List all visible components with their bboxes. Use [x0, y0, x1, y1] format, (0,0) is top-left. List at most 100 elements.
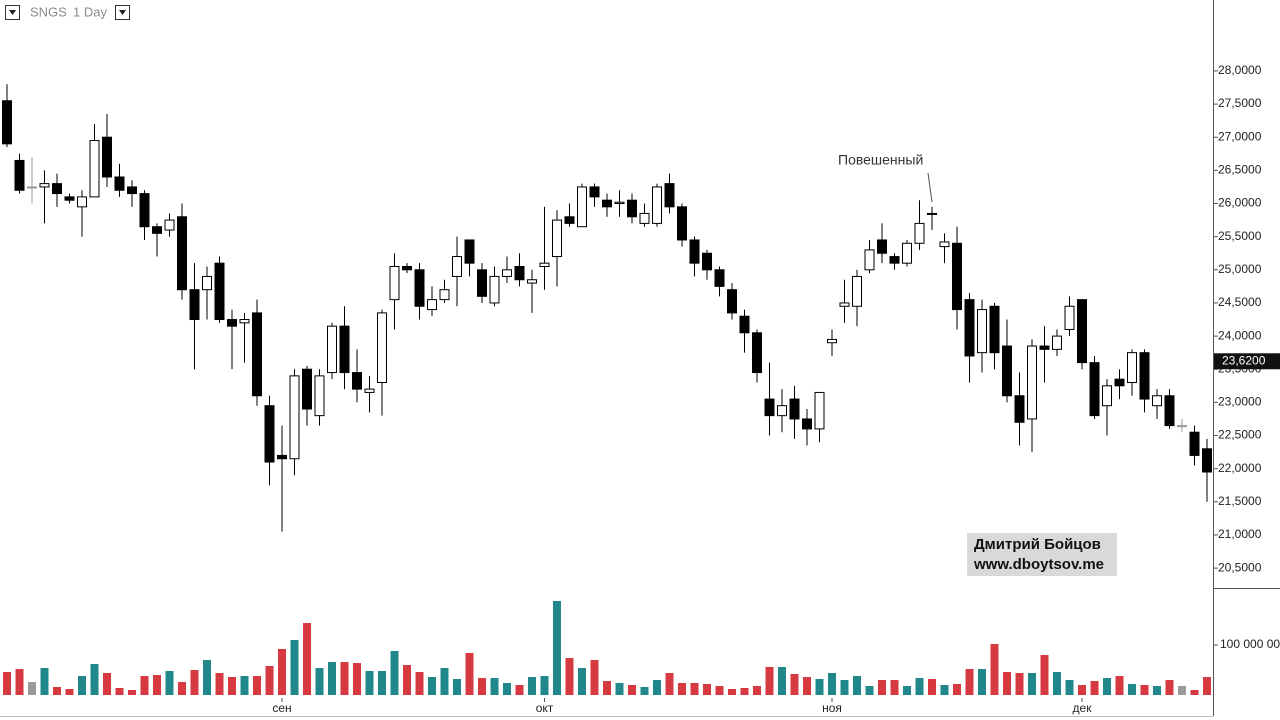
x-tick-label: дек	[1073, 701, 1093, 715]
y-tick-label: 22,5000	[1218, 428, 1262, 442]
candle-body	[1127, 352, 1137, 383]
volume-bar	[890, 680, 899, 695]
candle-body	[939, 241, 950, 248]
volume-bar	[478, 678, 486, 695]
x-tick-label: ноя	[822, 701, 842, 715]
volume-bar	[690, 683, 699, 695]
volume-bar	[840, 680, 849, 695]
volume-bar	[1203, 677, 1211, 695]
volume-bar	[65, 689, 74, 695]
candle-body	[364, 388, 375, 393]
candle-body	[914, 222, 925, 244]
annotation: Повешенный	[838, 152, 923, 168]
volume-bar	[78, 676, 86, 695]
candle-body	[27, 186, 37, 189]
candle-body	[214, 262, 225, 321]
volume-bar	[140, 676, 149, 695]
candle-body	[239, 319, 250, 324]
volume-bar	[1165, 680, 1174, 695]
candle-body	[389, 265, 400, 301]
volume-bar	[328, 662, 336, 695]
volume-bar	[353, 663, 361, 695]
candle-body	[877, 239, 887, 254]
volume-bar	[740, 688, 749, 695]
candle-body	[1114, 378, 1125, 387]
candle-body	[252, 312, 262, 397]
volume-bar	[553, 601, 561, 695]
volume-bar	[253, 676, 261, 695]
volume-bar	[378, 671, 386, 695]
last-price-box	[1214, 353, 1280, 370]
volume-bar	[165, 671, 174, 695]
volume-bar	[928, 679, 936, 695]
y-tick-label: 27,5000	[1218, 96, 1262, 110]
volume-bar	[28, 682, 36, 695]
watermark-box	[967, 533, 1117, 576]
candle-body	[1064, 305, 1075, 330]
candle-body	[614, 201, 625, 205]
volume-bar	[565, 658, 574, 695]
volume-bar	[240, 676, 249, 695]
volume-bar	[128, 690, 136, 695]
x-tick-label: сен	[272, 701, 291, 715]
volume-bar	[215, 673, 224, 695]
y-tick-label: 21,5000	[1218, 494, 1262, 508]
candle-body	[752, 332, 762, 374]
candle-body	[764, 398, 775, 417]
candle-body	[902, 242, 912, 264]
volume-bar	[303, 623, 311, 695]
candle-body	[177, 216, 187, 291]
y-tick-label: 27,0000	[1218, 129, 1262, 143]
volume-bar	[3, 672, 11, 695]
volume-bar	[53, 687, 61, 695]
volume-bar	[678, 683, 686, 695]
y-tick-label: 24,0000	[1218, 328, 1262, 342]
candle-body	[489, 275, 500, 304]
candle-body	[114, 176, 125, 191]
candle-body	[64, 196, 75, 201]
volume-bar	[778, 667, 786, 695]
volume-bar	[990, 644, 999, 695]
candle-body	[552, 219, 562, 258]
interval-icon	[119, 10, 126, 15]
y-tick-label: 21,0000	[1218, 527, 1262, 541]
candle-body	[702, 252, 712, 271]
volume-bar	[653, 680, 661, 695]
candle-body	[164, 219, 175, 231]
volume-bar	[815, 679, 824, 695]
candle-body	[202, 275, 212, 291]
candle-body	[602, 199, 612, 208]
candle-body	[627, 199, 637, 218]
volume-bar	[265, 666, 274, 695]
volume-bar	[228, 677, 236, 695]
candle-body	[577, 186, 587, 228]
candle-body	[402, 265, 412, 271]
candle-body	[1177, 425, 1187, 428]
volume-bar	[290, 640, 299, 695]
candle-body	[1052, 335, 1062, 350]
candle-body	[714, 269, 725, 287]
volume-bar	[1153, 686, 1161, 695]
candle-body	[339, 325, 350, 374]
y2-tick-label: 100 000 00	[1220, 637, 1280, 651]
candle-body	[589, 186, 600, 198]
volume-bar	[903, 686, 911, 695]
volume-bar	[615, 683, 624, 695]
y-tick-label: 28,0000	[1218, 63, 1262, 77]
watermark-name: Дмитрий Бойцов	[974, 536, 1101, 553]
volume-bar	[490, 678, 499, 695]
candle-body	[227, 319, 237, 327]
candle-body	[1102, 385, 1112, 407]
candle-body	[789, 398, 800, 420]
candle-body	[639, 212, 650, 224]
volume-bar	[1103, 678, 1111, 695]
candle-body	[527, 279, 537, 284]
volume-bar	[790, 674, 799, 695]
volume-bar	[728, 689, 736, 695]
volume-bar	[403, 665, 411, 695]
candle-body	[2, 100, 12, 145]
candle-body	[52, 183, 62, 195]
candle-body	[852, 275, 862, 307]
volume-bar	[1078, 685, 1086, 695]
candle-body	[314, 375, 325, 417]
